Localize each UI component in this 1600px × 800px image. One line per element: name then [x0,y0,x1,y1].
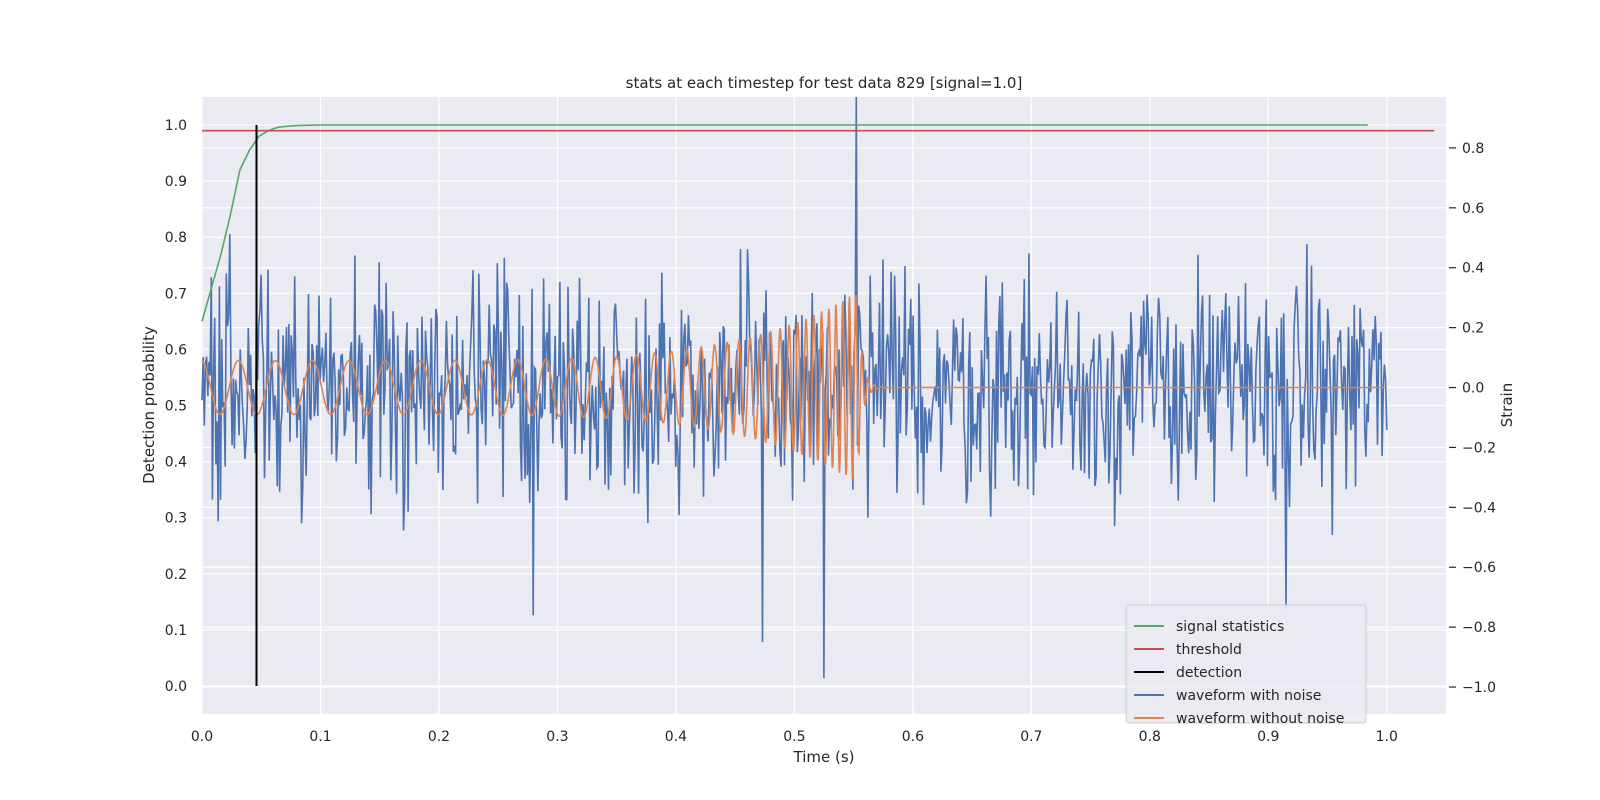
right-axis-ticks: −1.0 −0.8 −0.6 −0.4 −0.2 0.0 0.2 0.4 0.6 0.8 [1449,141,1496,696]
y-tick-label: 0.5 [165,399,187,415]
right-tick-label: −0.6 [1462,560,1496,576]
x-tick-label: 1.0 [1376,729,1398,745]
x-tick-label: 0.8 [1139,729,1161,745]
legend-label: waveform without noise [1176,711,1344,727]
x-tick-label: 0.2 [428,729,450,745]
y-tick-label: 0.3 [165,511,187,527]
waveform-with-noise-line [201,96,1388,679]
series-layer [201,96,1435,686]
right-tick-label: −0.2 [1462,440,1496,456]
x-axis-ticks: 0.0 0.1 0.2 0.3 0.4 0.5 0.6 0.7 0.8 0.9 1.0 [191,729,1398,745]
x-tick-label: 0.4 [665,729,687,745]
x-tick-label: 0.5 [783,729,805,745]
y-tick-label: 0.6 [165,342,187,358]
y-tick-label: 0.1 [165,623,187,639]
y-tick-label: 0.9 [165,174,187,190]
y-tick-label: 0.8 [165,230,187,246]
y-tick-label: 0.0 [165,679,187,695]
legend-box [1125,604,1367,724]
right-tick-label: 0.6 [1462,201,1484,217]
legend-label: detection [1176,665,1242,681]
left-axis-label: Detection probability [140,326,158,484]
right-tick-label: 0.4 [1462,261,1484,277]
y-tick-label: 0.4 [165,455,187,471]
right-tick-label: 0.2 [1462,321,1484,337]
legend-label: waveform with noise [1176,688,1321,704]
y-tick-label: 0.7 [165,286,187,302]
x-tick-label: 0.1 [309,729,331,745]
legend-label: threshold [1176,642,1242,658]
chart-title: stats at each timestep for test data 829… [626,74,1023,92]
right-axis-label: Strain [1498,383,1516,427]
x-axis-label: Time (s) [793,748,855,766]
waveform-without-noise-line [201,294,1387,480]
right-tick-label: −1.0 [1462,680,1496,696]
left-axis-ticks: 0.0 0.1 0.2 0.3 0.4 0.5 0.6 0.7 0.8 0.9 1.0 [165,118,187,695]
right-tick-label: 0.0 [1462,381,1484,397]
y-tick-label: 0.2 [165,567,187,583]
right-tick-label: −0.8 [1462,620,1496,636]
x-tick-label: 0.9 [1257,729,1279,745]
y-tick-label: 1.0 [165,118,187,134]
legend-label: signal statistics [1176,619,1284,635]
x-tick-label: 0.6 [902,729,924,745]
x-tick-label: 0.7 [1020,729,1042,745]
signal-statistics-line [201,124,1368,322]
legend: signal statistics threshold detection wavef… [1125,604,1367,727]
x-tick-label: 0.0 [191,729,213,745]
x-tick-label: 0.3 [546,729,568,745]
right-tick-label: −0.4 [1462,500,1496,516]
right-tick-label: 0.8 [1462,141,1484,157]
